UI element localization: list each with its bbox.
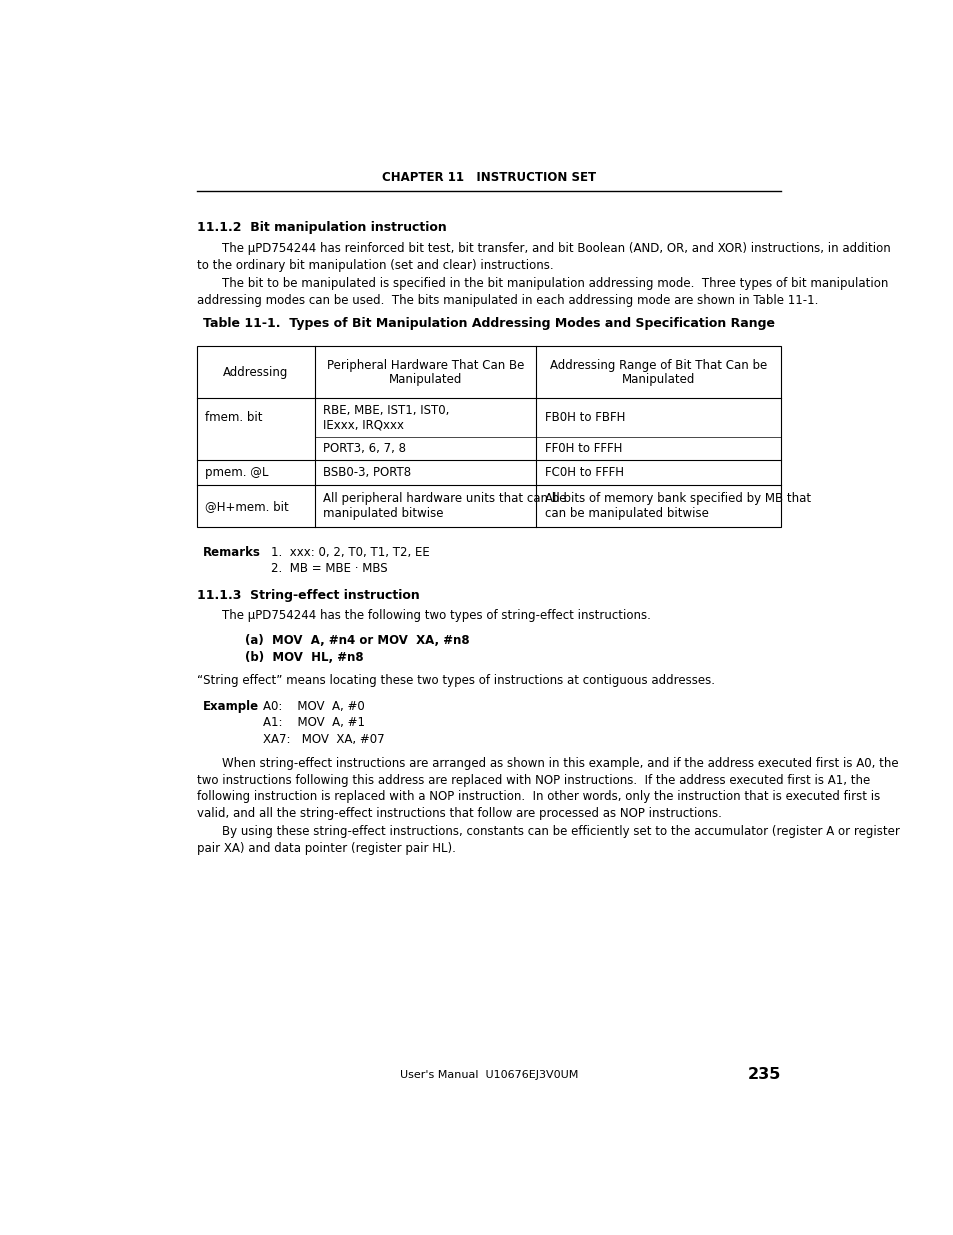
Text: XA7:   MOV  XA, #07: XA7: MOV XA, #07	[263, 732, 385, 746]
Text: (b)  MOV  HL, #n8: (b) MOV HL, #n8	[245, 651, 363, 664]
Text: pmem. @L: pmem. @L	[205, 467, 269, 479]
Text: Manipulated: Manipulated	[388, 373, 461, 385]
Text: PORT3, 6, 7, 8: PORT3, 6, 7, 8	[323, 442, 406, 454]
Text: Remarks: Remarks	[203, 546, 260, 558]
Text: A0:    MOV  A, #0: A0: MOV A, #0	[263, 699, 365, 713]
Text: valid, and all the string-effect instructions that follow are processed as NOP i: valid, and all the string-effect instruc…	[196, 806, 720, 820]
Text: Addressing: Addressing	[223, 366, 288, 379]
Text: When string-effect instructions are arranged as shown in this example, and if th: When string-effect instructions are arra…	[221, 757, 897, 771]
Text: All bits of memory bank specified by MB that: All bits of memory bank specified by MB …	[544, 492, 810, 505]
Text: addressing modes can be used.  The bits manipulated in each addressing mode are : addressing modes can be used. The bits m…	[196, 294, 818, 306]
Text: 2.  MB = MBE · MBS: 2. MB = MBE · MBS	[271, 562, 387, 576]
Text: 1.  xxx: 0, 2, T0, T1, T2, EE: 1. xxx: 0, 2, T0, T1, T2, EE	[271, 546, 430, 558]
Text: Example: Example	[203, 699, 259, 713]
Text: FB0H to FBFH: FB0H to FBFH	[544, 411, 624, 424]
Text: CHAPTER 11   INSTRUCTION SET: CHAPTER 11 INSTRUCTION SET	[381, 170, 596, 184]
Text: “String effect” means locating these two types of instructions at contiguous add: “String effect” means locating these two…	[196, 674, 714, 687]
Text: RBE, MBE, IST1, IST0,: RBE, MBE, IST1, IST0,	[323, 404, 449, 417]
Text: following instruction is replaced with a NOP instruction.  In other words, only : following instruction is replaced with a…	[196, 790, 879, 804]
Text: The μPD754244 has reinforced bit test, bit transfer, and bit Boolean (AND, OR, a: The μPD754244 has reinforced bit test, b…	[221, 242, 889, 256]
Text: IExxx, IRQxxx: IExxx, IRQxxx	[323, 419, 404, 431]
Text: @H+mem. bit: @H+mem. bit	[205, 500, 289, 513]
Text: Peripheral Hardware That Can Be: Peripheral Hardware That Can Be	[326, 359, 523, 372]
Text: two instructions following this address are replaced with NOP instructions.  If : two instructions following this address …	[196, 774, 869, 787]
Text: BSB0-3, PORT8: BSB0-3, PORT8	[323, 467, 411, 479]
Text: fmem. bit: fmem. bit	[205, 411, 262, 424]
Text: (a)  MOV  A, #n4 or MOV  XA, #n8: (a) MOV A, #n4 or MOV XA, #n8	[245, 634, 469, 647]
Text: manipulated bitwise: manipulated bitwise	[323, 508, 443, 520]
Text: pair XA) and data pointer (register pair HL).: pair XA) and data pointer (register pair…	[196, 842, 456, 855]
Text: By using these string-effect instructions, constants can be efficiently set to t: By using these string-effect instruction…	[221, 825, 899, 839]
Text: Manipulated: Manipulated	[621, 373, 695, 385]
Text: FC0H to FFFH: FC0H to FFFH	[544, 467, 623, 479]
Text: to the ordinary bit manipulation (set and clear) instructions.: to the ordinary bit manipulation (set an…	[196, 258, 553, 272]
Text: Table 11-1.  Types of Bit Manipulation Addressing Modes and Specification Range: Table 11-1. Types of Bit Manipulation Ad…	[203, 317, 774, 330]
Bar	[196, 346, 781, 527]
Text: 11.1.3  String-effect instruction: 11.1.3 String-effect instruction	[196, 589, 419, 601]
Text: All peripheral hardware units that can be: All peripheral hardware units that can b…	[323, 492, 566, 505]
Text: The μPD754244 has the following two types of string-effect instructions.: The μPD754244 has the following two type…	[221, 609, 650, 622]
Text: 235: 235	[747, 1067, 781, 1082]
Text: 11.1.2  Bit manipulation instruction: 11.1.2 Bit manipulation instruction	[196, 221, 446, 235]
Text: The bit to be manipulated is specified in the bit manipulation addressing mode. : The bit to be manipulated is specified i…	[221, 277, 887, 290]
Text: Addressing Range of Bit That Can be: Addressing Range of Bit That Can be	[550, 359, 766, 372]
Text: can be manipulated bitwise: can be manipulated bitwise	[544, 508, 708, 520]
Text: A1:    MOV  A, #1: A1: MOV A, #1	[263, 716, 365, 729]
Text: User's Manual  U10676EJ3V0UM: User's Manual U10676EJ3V0UM	[399, 1070, 578, 1079]
Text: FF0H to FFFH: FF0H to FFFH	[544, 442, 621, 454]
